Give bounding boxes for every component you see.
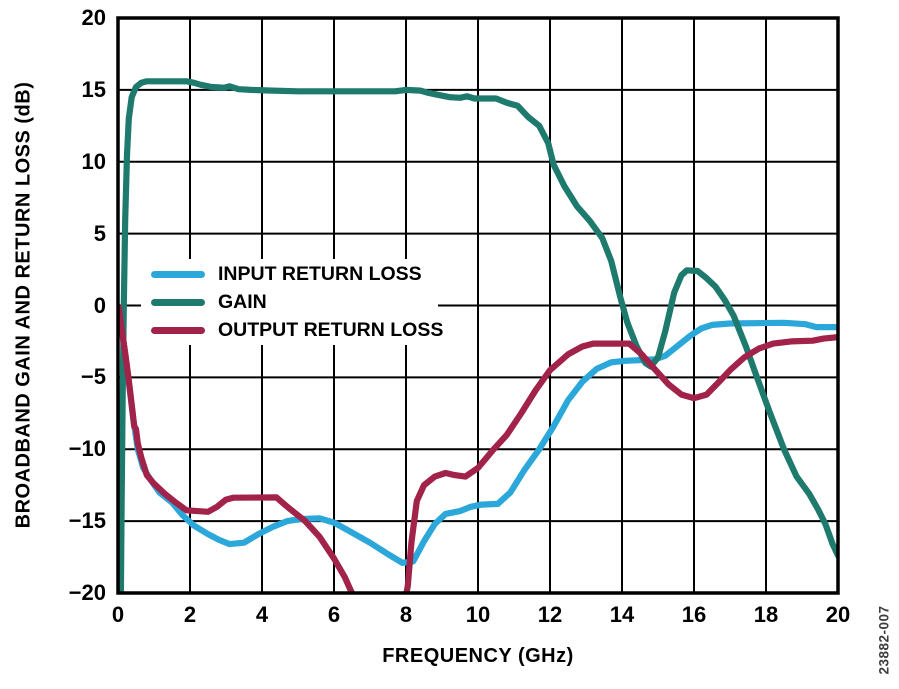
legend-label: INPUT RETURN LOSS (218, 263, 422, 285)
plot-border (116, 16, 840, 595)
legend-item-gain: GAIN (151, 289, 438, 315)
y-tick-label: 15 (81, 76, 106, 102)
y-tick-label: −10 (68, 436, 106, 462)
x-tick-label: 20 (825, 602, 851, 627)
y-tick-label: 20 (81, 5, 106, 30)
y-axis-title: BROADBAND GAIN AND RETURN LOSS (dB) (12, 81, 35, 529)
x-tick-label: 14 (609, 602, 635, 627)
gain-curve (118, 78, 838, 593)
output-return-loss-curve (118, 303, 838, 593)
y-tick-label: −5 (80, 364, 106, 390)
x-tick-label: 6 (327, 602, 341, 627)
gain-swatch (151, 298, 205, 306)
input-return-loss-swatch (151, 270, 205, 278)
legend-item-output-return-loss: OUTPUT RETURN LOSS (151, 317, 443, 343)
legend-label: GAIN (218, 291, 267, 313)
legend: INPUT RETURN LOSS GAIN OUTPUT RETURN LOS… (141, 259, 443, 345)
y-tick-label: −20 (68, 580, 106, 605)
x-tick-label: 12 (537, 602, 563, 627)
x-tick-label: 16 (681, 602, 707, 627)
figure-code: 23882-007 (876, 605, 892, 675)
y-tick-label: 0 (93, 292, 106, 318)
output-return-loss-swatch (151, 326, 205, 334)
x-axis-title: FREQUENCY (GHz) (382, 645, 574, 667)
y-tick-label: −15 (68, 508, 106, 534)
x-tick-label: 0 (111, 602, 125, 627)
legend-label: OUTPUT RETURN LOSS (218, 319, 444, 341)
y-tick-label: 10 (81, 148, 106, 174)
x-tick-label: 4 (255, 602, 269, 627)
y-tick-label: 5 (93, 220, 106, 246)
x-tick-label: 2 (183, 602, 197, 627)
x-tick-label: 18 (753, 602, 779, 627)
x-tick-label: 10 (465, 602, 491, 627)
legend-item-input-return-loss: INPUT RETURN LOSS (151, 261, 438, 287)
x-tick-label: 8 (399, 602, 413, 627)
